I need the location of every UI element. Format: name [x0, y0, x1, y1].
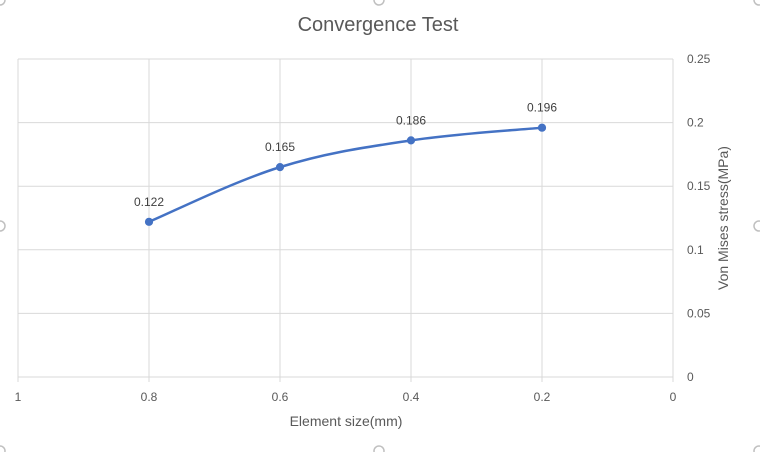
- resize-handle[interactable]: [373, 445, 385, 457]
- x-tick-label: 0.6: [272, 390, 289, 404]
- data-point[interactable]: [406, 136, 416, 145]
- resize-handle[interactable]: [753, 445, 760, 457]
- resize-handle[interactable]: [373, 0, 385, 6]
- y-tick-label: 0.15: [687, 179, 711, 193]
- x-tick-label: 0.2: [534, 390, 551, 404]
- data-series: [144, 123, 547, 226]
- data-label: 0.122: [134, 195, 164, 209]
- x-tick-label: 0.4: [403, 390, 420, 404]
- gridlines: [17, 58, 674, 382]
- data-point[interactable]: [537, 123, 547, 132]
- resize-handle[interactable]: [0, 0, 6, 6]
- resize-handle[interactable]: [0, 445, 6, 457]
- y-tick-label: 0.25: [687, 52, 711, 66]
- y-axis-label: Von Mises stress(MPa): [715, 146, 731, 290]
- x-axis-label: Element size(mm): [290, 413, 403, 429]
- chart-title: Convergence Test: [298, 14, 459, 36]
- y-tick-label: 0.2: [687, 116, 704, 130]
- series-line[interactable]: [147, 126, 544, 224]
- data-point[interactable]: [144, 217, 154, 226]
- y-tick-label: 0.1: [687, 243, 704, 257]
- resize-handle[interactable]: [0, 220, 6, 232]
- x-tick-label: 1: [15, 390, 22, 404]
- data-point[interactable]: [275, 163, 285, 172]
- resize-handle[interactable]: [753, 0, 760, 6]
- data-labels: 0.122 0.165 0.186 0.196: [134, 101, 557, 209]
- y-tick-label: 0: [687, 370, 694, 384]
- tick-labels: 0 0.05 0.1 0.15 0.2 0.25 1 0.8 0.6 0.4 0.2 0: [15, 52, 711, 404]
- resize-handle[interactable]: [753, 220, 760, 232]
- data-label: 0.165: [265, 140, 295, 154]
- x-tick-label: 0.8: [141, 390, 158, 404]
- y-tick-label: 0.05: [687, 306, 711, 320]
- x-tick-label: 0: [670, 390, 677, 404]
- data-label: 0.186: [396, 113, 426, 127]
- data-label: 0.196: [527, 101, 557, 115]
